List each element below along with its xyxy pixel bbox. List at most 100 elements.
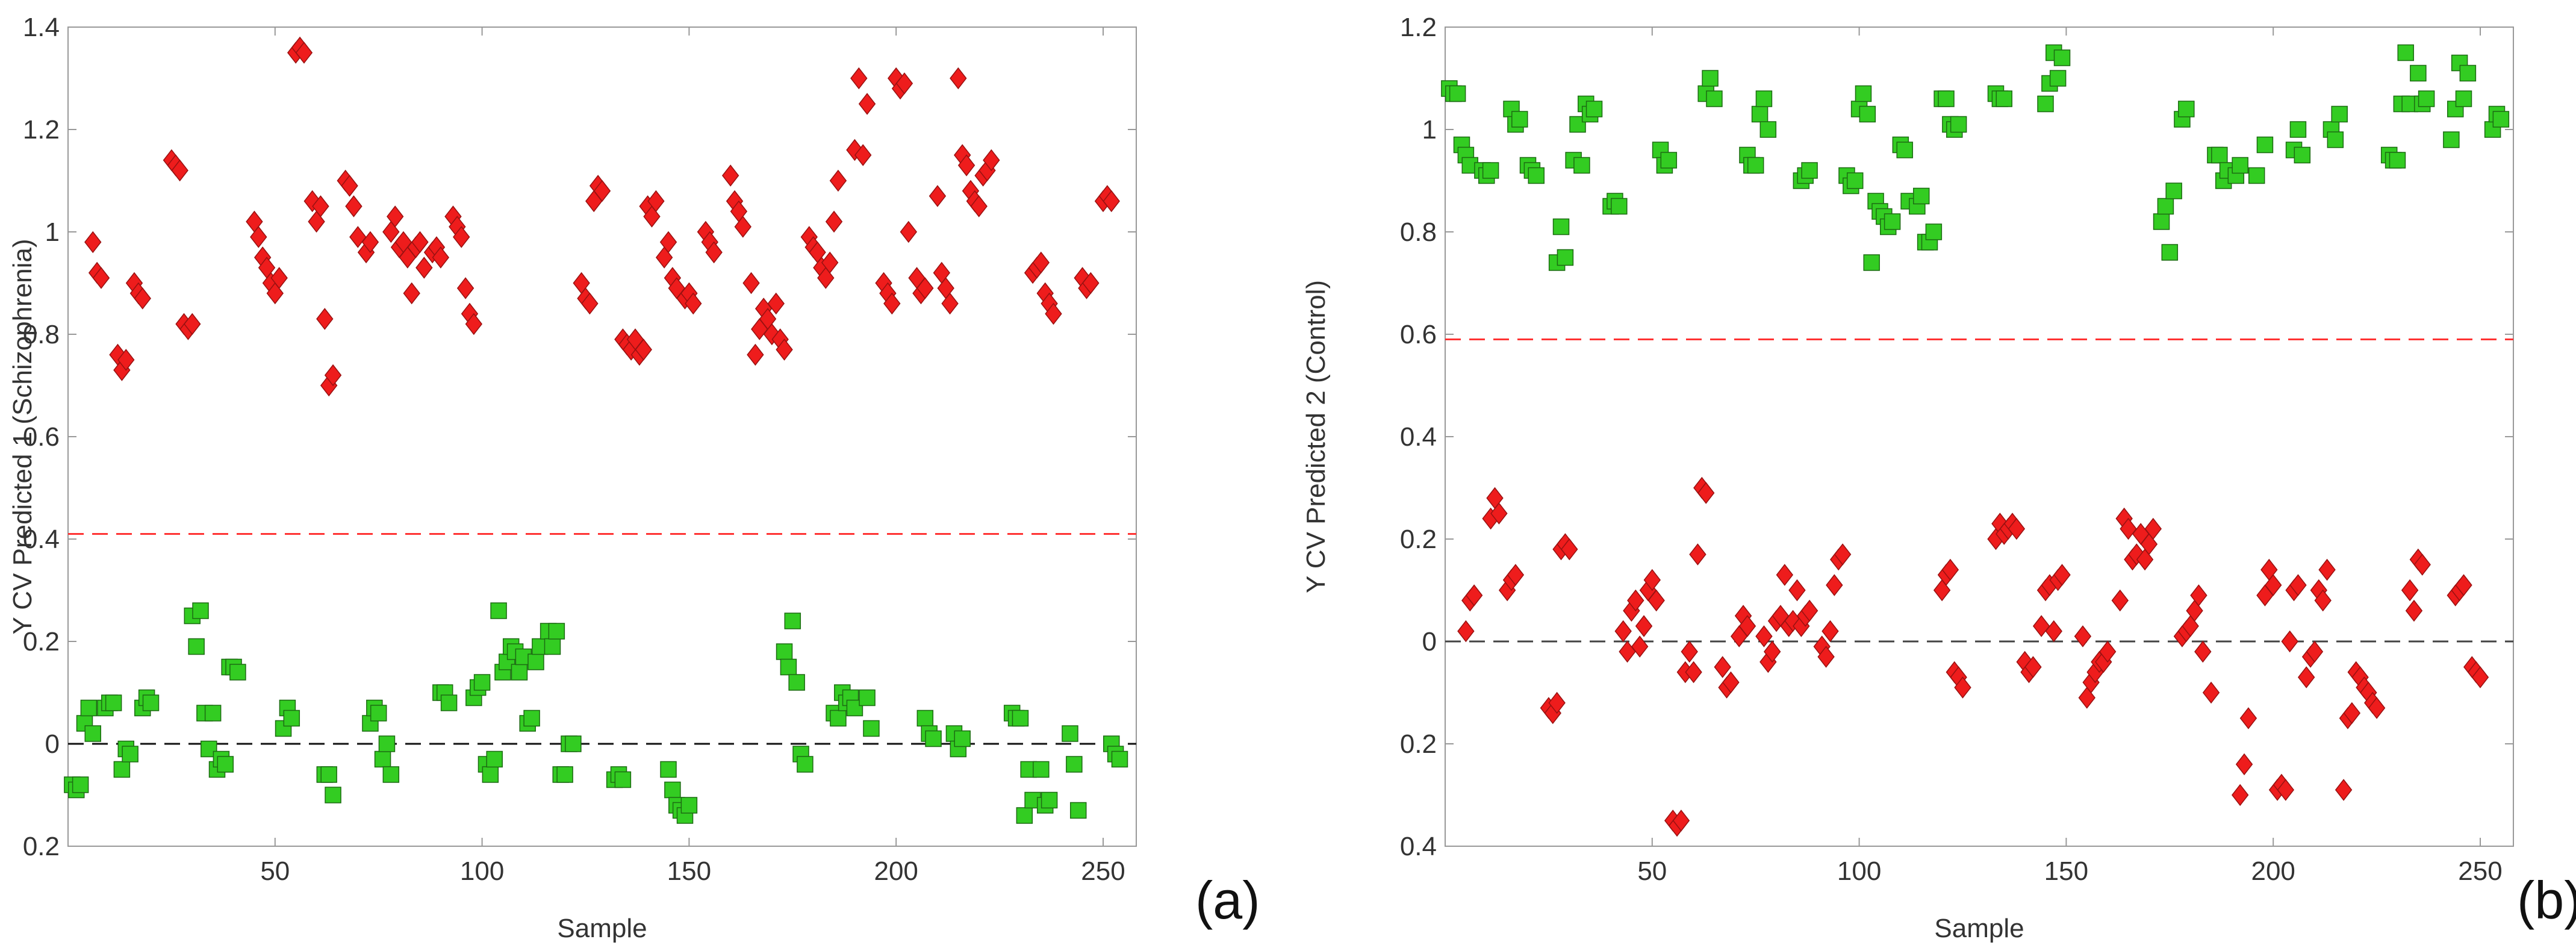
point-control-a: [863, 720, 880, 737]
y-tick-label-b: 1.2: [1400, 13, 1437, 42]
x-tick-label-a: 200: [874, 856, 918, 886]
point-control-a: [556, 766, 573, 783]
point-control-b: [1660, 152, 1678, 169]
point-control-a: [1012, 709, 1029, 727]
point-schizophrenia-b: [1685, 661, 1702, 684]
point-schizophrenia-b: [2413, 554, 2431, 576]
point-control-a: [374, 750, 391, 768]
point-control-b: [1557, 249, 1574, 266]
point-schizophrenia-a: [316, 308, 334, 330]
point-control-a: [370, 705, 387, 722]
point-schizophrenia-a: [742, 272, 760, 295]
point-schizophrenia-b: [1722, 671, 1740, 694]
point-control-a: [680, 797, 698, 814]
x-tick-label-b: 50: [1637, 856, 1667, 886]
point-control-b: [1884, 213, 1901, 230]
point-control-a: [1016, 807, 1033, 824]
point-schizophrenia-b: [2190, 584, 2207, 607]
point-schizophrenia-a: [295, 42, 313, 64]
point-schizophrenia-a: [593, 179, 611, 202]
point-schizophrenia-a: [776, 338, 793, 361]
point-control-a: [523, 709, 540, 727]
point-schizophrenia-a: [324, 364, 342, 387]
point-control-b: [1801, 162, 1818, 179]
point-schizophrenia-b: [2136, 548, 2154, 571]
point-schizophrenia-b: [1507, 564, 1525, 586]
point-schizophrenia-a: [134, 287, 151, 310]
y-tick-label-a: 0.6: [23, 422, 60, 452]
point-control-b: [2327, 131, 2344, 148]
point-schizophrenia-a: [250, 226, 267, 248]
x-ticks-b: 50 100 150 200 250: [1637, 27, 2503, 886]
y-tick-label-b: 1: [1422, 115, 1437, 145]
point-schizophrenia-b: [1689, 543, 1706, 566]
point-schizophrenia-b: [2335, 779, 2353, 801]
point-control-b: [1938, 90, 1955, 107]
point-schizophrenia-b: [2318, 558, 2336, 581]
point-schizophrenia-a: [929, 185, 947, 207]
point-control-a: [664, 781, 681, 799]
point-schizophrenia-a: [685, 292, 702, 315]
y-tick-label-a: 1: [45, 217, 60, 247]
point-control-a: [320, 766, 337, 783]
point-schizophrenia-b: [1627, 589, 1644, 612]
point-schizophrenia-a: [171, 159, 188, 182]
point-schizophrenia-b: [1672, 809, 1690, 832]
point-schizophrenia-b: [2053, 564, 2071, 586]
point-control-b: [1925, 223, 1943, 240]
point-control-a: [954, 730, 971, 747]
panel-label-b: (b): [2517, 870, 2576, 930]
y-tick-label-b: 0.2: [1400, 729, 1437, 759]
point-schizophrenia-b: [1800, 599, 1818, 622]
point-control-a: [486, 750, 503, 768]
point-schizophrenia-a: [403, 282, 420, 305]
y-tick-label-a: 1.4: [23, 13, 60, 42]
point-schizophrenia-a: [883, 292, 901, 315]
point-schizophrenia-b: [1834, 543, 1852, 566]
point-schizophrenia-b: [1738, 615, 1756, 637]
y-tick-label-b: 0: [1422, 627, 1437, 656]
point-schizophrenia-b: [2264, 574, 2282, 596]
point-schizophrenia-b: [1817, 646, 1835, 668]
point-control-b: [2211, 146, 2228, 164]
point-control-a: [788, 674, 805, 691]
point-schizophrenia-a: [581, 292, 599, 315]
point-control-a: [362, 715, 379, 732]
point-control-a: [192, 602, 209, 619]
point-control-b: [1706, 90, 1723, 107]
point-control-b: [1755, 90, 1773, 107]
point-schizophrenia-a: [415, 257, 433, 279]
x-tick-label-b: 100: [1837, 856, 1881, 886]
point-schizophrenia-b: [1631, 635, 1649, 658]
point-control-a: [859, 689, 876, 706]
point-control-b: [1912, 187, 1930, 205]
point-control-a: [188, 638, 205, 655]
point-control-b: [1702, 70, 1719, 87]
point-control-a: [776, 643, 793, 660]
point-control-b: [1896, 142, 1913, 158]
point-control-b: [2053, 49, 2071, 66]
point-schizophrenia-b: [1457, 620, 1475, 643]
point-schizophrenia-b: [1826, 574, 1843, 596]
y-tick-label-b: 0.4: [1400, 832, 1437, 861]
point-schizophrenia-b: [2235, 753, 2253, 776]
point-schizophrenia-b: [1614, 620, 1632, 643]
point-schizophrenia-a: [312, 195, 329, 217]
point-control-b: [2165, 182, 2182, 199]
point-control-b: [1996, 90, 2013, 107]
point-schizophrenia-a: [1032, 251, 1050, 274]
point-schizophrenia-b: [1548, 691, 1566, 714]
point-control-a: [1069, 802, 1087, 819]
point-control-a: [378, 735, 396, 752]
point-schizophrenia-a: [456, 277, 474, 299]
point-schizophrenia-a: [767, 292, 785, 315]
point-schizophrenia-a: [734, 216, 751, 238]
point-control-a: [614, 771, 632, 788]
point-schizophrenia-a: [92, 267, 110, 289]
point-schizophrenia-b: [2024, 656, 2042, 678]
point-schizophrenia-b: [2008, 517, 2026, 540]
y-tick-label-a: 0.4: [23, 525, 60, 554]
point-schizophrenia-b: [2074, 625, 2092, 647]
x-axis-label-a: Sample: [557, 914, 647, 943]
reference-lines-b: [1445, 338, 2513, 643]
